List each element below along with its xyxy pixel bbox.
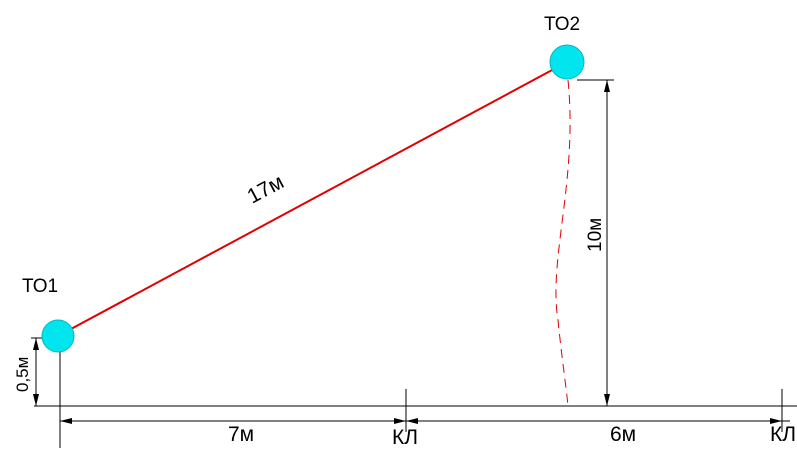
span-17m-label: 17м — [244, 170, 288, 208]
to2-node — [549, 44, 585, 80]
dim-0-5m-arrow-top — [33, 338, 39, 350]
run-7m-label: 7м — [228, 423, 254, 446]
height-0-5m-label: 0,5м — [13, 357, 32, 392]
run-6m-label: 6м — [610, 423, 636, 446]
dim-7m-arrow-left — [60, 418, 72, 424]
dim-10m-arrow-bottom — [604, 394, 610, 406]
dim-10m-arrow-top — [604, 80, 610, 92]
dim-6m-arrow-left — [406, 418, 418, 424]
to2-drop-dashed-line — [555, 79, 571, 407]
height-10m-label: 10м — [585, 218, 606, 252]
span-line-17m — [57, 61, 568, 337]
to1-label: ТО1 — [22, 276, 58, 297]
to2-label: ТО2 — [544, 14, 580, 35]
dim-0-5m-arrow-bottom — [33, 394, 39, 406]
dim-7m-arrow-right — [394, 418, 406, 424]
kl-2-label: КЛ — [770, 423, 796, 446]
kl-1-label: КЛ — [392, 426, 418, 449]
dim-6m-arrow-right — [770, 418, 782, 424]
to1-node — [41, 319, 75, 353]
